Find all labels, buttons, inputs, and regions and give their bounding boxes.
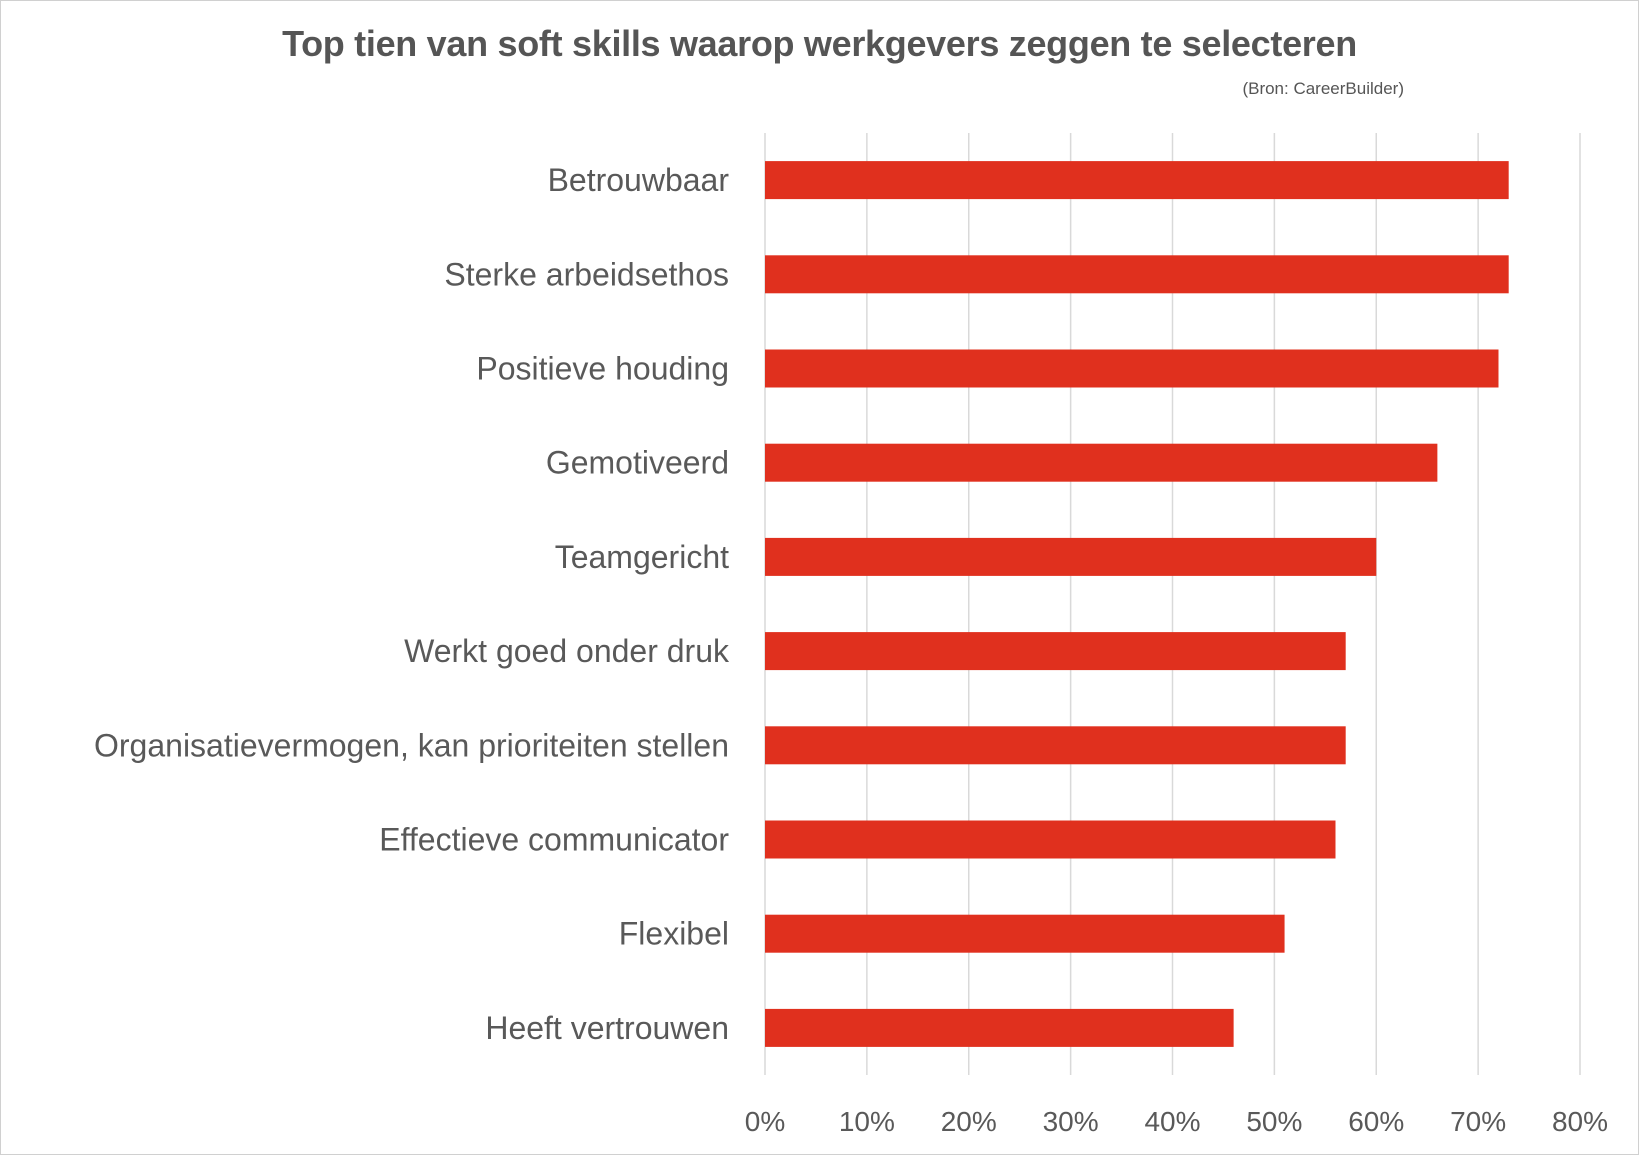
category-label: Positieve houding (476, 351, 729, 387)
x-tick-label: 30% (1043, 1106, 1099, 1137)
category-label: Werkt goed onder druk (404, 633, 730, 669)
bar (765, 1008, 1234, 1047)
bar (765, 443, 1438, 482)
bar (765, 726, 1346, 765)
bar (765, 914, 1285, 953)
category-label: Effectieve communicator (379, 822, 729, 858)
chart-title: Top tien van soft skills waarop werkgeve… (282, 23, 1357, 64)
bar (765, 255, 1509, 294)
bar (765, 537, 1377, 576)
bar (765, 820, 1336, 859)
x-tick-label: 70% (1450, 1106, 1506, 1137)
x-tick-label: 0% (745, 1106, 785, 1137)
x-tick-label: 20% (941, 1106, 997, 1137)
x-tick-label: 40% (1144, 1106, 1200, 1137)
category-label: Gemotiveerd (546, 445, 729, 481)
category-label: Betrouwbaar (548, 162, 730, 198)
category-label: Sterke arbeidsethos (444, 256, 729, 292)
x-tick-label: 10% (839, 1106, 895, 1137)
bar (765, 632, 1346, 671)
chart-source: (Bron: CareerBuilder) (1242, 79, 1404, 98)
category-label: Flexibel (619, 916, 729, 952)
x-tick-label: 60% (1348, 1106, 1404, 1137)
category-label: Organisatievermogen, kan prioriteiten st… (94, 727, 729, 763)
bar (765, 161, 1509, 200)
category-label: Teamgericht (555, 539, 729, 575)
x-tick-label: 50% (1246, 1106, 1302, 1137)
bar (765, 349, 1499, 388)
category-label: Heeft vertrouwen (485, 1010, 729, 1046)
x-tick-label: 80% (1552, 1106, 1608, 1137)
